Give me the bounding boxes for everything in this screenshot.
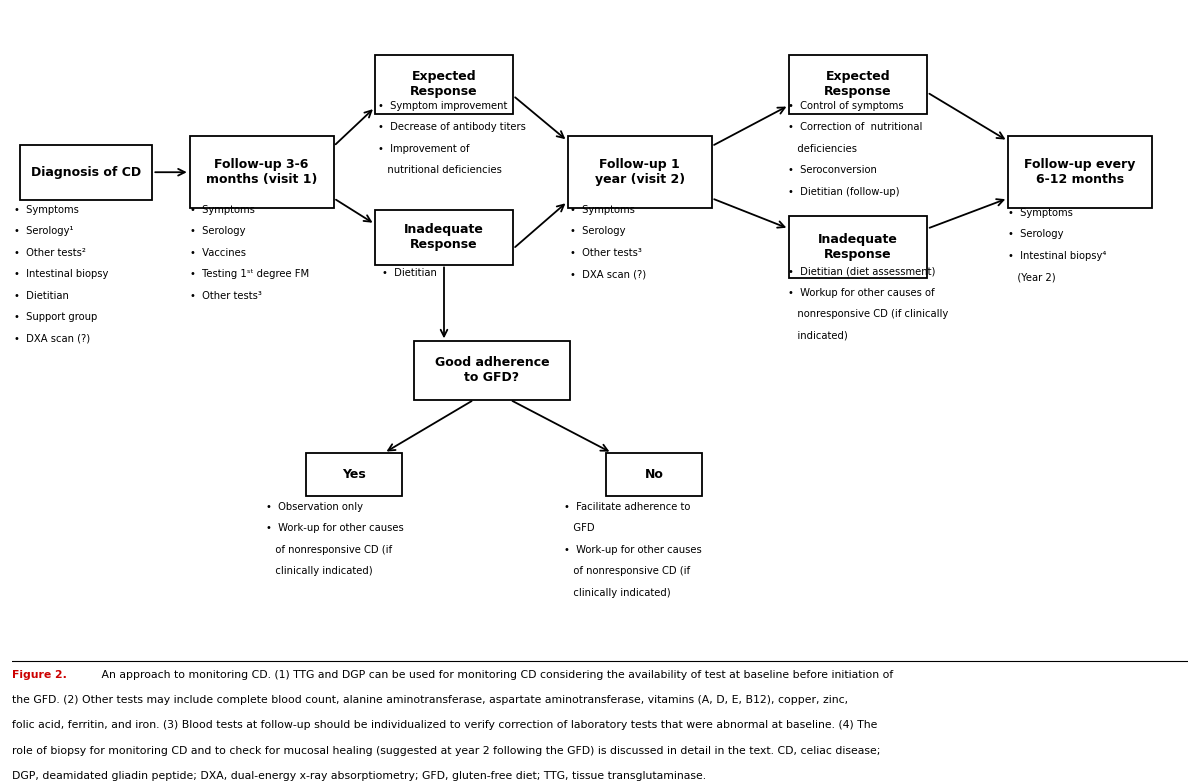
Text: •  Decrease of antibody titers: • Decrease of antibody titers — [378, 122, 526, 132]
Text: No: No — [644, 468, 664, 481]
Bar — [606, 453, 702, 496]
Text: •  Serology: • Serology — [570, 226, 625, 236]
Text: •  Workup for other causes of: • Workup for other causes of — [788, 288, 935, 298]
Text: Inadequate
Response: Inadequate Response — [818, 233, 898, 261]
Text: •  Vaccines: • Vaccines — [190, 247, 246, 258]
Bar — [190, 136, 334, 208]
Bar — [374, 56, 514, 114]
Text: Follow-up 1
year (visit 2): Follow-up 1 year (visit 2) — [594, 158, 685, 186]
Text: •  Dietitian: • Dietitian — [14, 290, 70, 301]
Text: •  Symptoms: • Symptoms — [1008, 208, 1073, 218]
Text: •  Facilitate adherence to: • Facilitate adherence to — [564, 502, 690, 512]
Text: nutritional deficiencies: nutritional deficiencies — [378, 165, 502, 175]
Text: Good adherence
to GFD?: Good adherence to GFD? — [434, 356, 550, 384]
Text: Figure 2.: Figure 2. — [12, 669, 67, 680]
Text: clinically indicated): clinically indicated) — [564, 587, 671, 597]
Text: •  DXA scan (?): • DXA scan (?) — [570, 269, 646, 279]
Text: •  Symptoms: • Symptoms — [190, 204, 254, 215]
Text: folic acid, ferritin, and iron. (3) Blood tests at follow-up should be individua: folic acid, ferritin, and iron. (3) Bloo… — [12, 720, 877, 731]
Text: Yes: Yes — [342, 468, 366, 481]
Text: •  Dietitian (diet assessment): • Dietitian (diet assessment) — [788, 266, 936, 276]
Text: Expected
Response: Expected Response — [410, 70, 478, 99]
Text: the GFD. (2) Other tests may include complete blood count, alanine aminotransfer: the GFD. (2) Other tests may include com… — [12, 695, 848, 705]
Text: •  Observation only: • Observation only — [266, 502, 364, 512]
Bar — [790, 216, 928, 278]
Text: indicated): indicated) — [788, 330, 848, 341]
Text: nonresponsive CD (if clinically: nonresponsive CD (if clinically — [788, 309, 949, 319]
Text: An approach to monitoring CD. (1) TTG and DGP can be used for monitoring CD cons: An approach to monitoring CD. (1) TTG an… — [98, 669, 893, 680]
Text: Diagnosis of CD: Diagnosis of CD — [31, 166, 142, 179]
Text: Expected
Response: Expected Response — [824, 70, 892, 99]
Text: •  DXA scan (?): • DXA scan (?) — [14, 334, 90, 344]
Bar — [1008, 136, 1152, 208]
Bar — [790, 56, 928, 114]
Text: •  Intestinal biopsy: • Intestinal biopsy — [14, 269, 109, 279]
Bar — [414, 341, 570, 399]
Text: •  Other tests³: • Other tests³ — [190, 290, 262, 301]
Text: DGP, deamidated gliadin peptide; DXA, dual-energy x-ray absorptiometry; GFD, glu: DGP, deamidated gliadin peptide; DXA, du… — [12, 771, 706, 781]
Text: •  Seroconversion: • Seroconversion — [788, 165, 877, 175]
Text: •  Symptom improvement: • Symptom improvement — [378, 101, 508, 110]
Text: •  Symptoms: • Symptoms — [14, 204, 79, 215]
Bar — [20, 145, 152, 200]
Text: •  Support group: • Support group — [14, 312, 97, 322]
Text: clinically indicated): clinically indicated) — [266, 566, 373, 576]
Text: •  Control of symptoms: • Control of symptoms — [788, 101, 904, 110]
Text: •  Intestinal biopsy⁴: • Intestinal biopsy⁴ — [1008, 251, 1106, 261]
Text: •  Improvement of: • Improvement of — [378, 143, 469, 153]
Text: •  Serology: • Serology — [190, 226, 245, 236]
Bar — [568, 136, 712, 208]
Text: deficiencies: deficiencies — [788, 143, 858, 153]
Text: •  Other tests³: • Other tests³ — [570, 247, 642, 258]
Text: •  Work-up for other causes: • Work-up for other causes — [266, 523, 404, 533]
Text: Follow-up every
6-12 months: Follow-up every 6-12 months — [1025, 158, 1135, 186]
Text: •  Serology¹: • Serology¹ — [14, 226, 74, 236]
Text: of nonresponsive CD (if: of nonresponsive CD (if — [266, 545, 392, 554]
Text: (Year 2): (Year 2) — [1008, 272, 1056, 283]
Text: Inadequate
Response: Inadequate Response — [404, 223, 484, 251]
Text: GFD: GFD — [564, 523, 595, 533]
Bar — [306, 453, 402, 496]
Text: •  Dietitian: • Dietitian — [382, 268, 437, 278]
Text: •  Correction of  nutritional: • Correction of nutritional — [788, 122, 923, 132]
Text: •  Testing 1ˢᵗ degree FM: • Testing 1ˢᵗ degree FM — [190, 269, 308, 279]
Text: •  Dietitian (follow-up): • Dietitian (follow-up) — [788, 186, 900, 197]
Text: Follow-up 3-6
months (visit 1): Follow-up 3-6 months (visit 1) — [206, 158, 317, 186]
Text: •  Work-up for other causes: • Work-up for other causes — [564, 545, 702, 554]
Text: role of biopsy for monitoring CD and to check for mucosal healing (suggested at : role of biopsy for monitoring CD and to … — [12, 745, 881, 756]
Text: of nonresponsive CD (if: of nonresponsive CD (if — [564, 566, 690, 576]
Bar — [374, 210, 514, 265]
Text: •  Symptoms: • Symptoms — [570, 204, 635, 215]
Text: •  Other tests²: • Other tests² — [14, 247, 86, 258]
Text: •  Serology: • Serology — [1008, 229, 1063, 240]
